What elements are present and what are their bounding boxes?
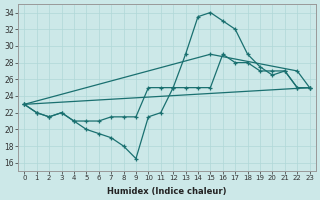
X-axis label: Humidex (Indice chaleur): Humidex (Indice chaleur) xyxy=(107,187,227,196)
